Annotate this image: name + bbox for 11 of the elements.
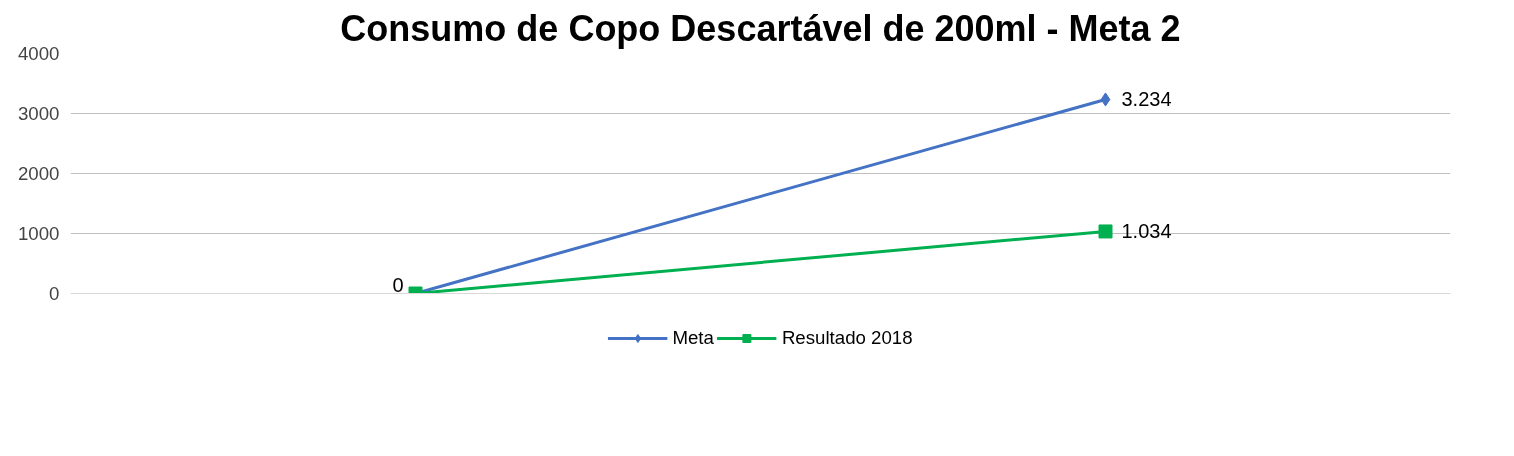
data-label: 1.034 [1121,220,1172,243]
chart-title: Consumo de Copo Descartável de 200ml - Meta 2 [340,7,1181,49]
legend-label: Meta [672,327,714,349]
data-label: 3.234 [1121,88,1172,111]
y-tick-label: 2000 [18,163,60,184]
y-tick-label: 3000 [18,103,60,124]
data-label: 0 [392,273,404,296]
legend-label: Resultado 2018 [781,327,913,349]
y-tick-label: 4000 [18,43,60,64]
y-tick-label: 0 [49,283,60,304]
y-tick-label: 1000 [18,223,60,244]
